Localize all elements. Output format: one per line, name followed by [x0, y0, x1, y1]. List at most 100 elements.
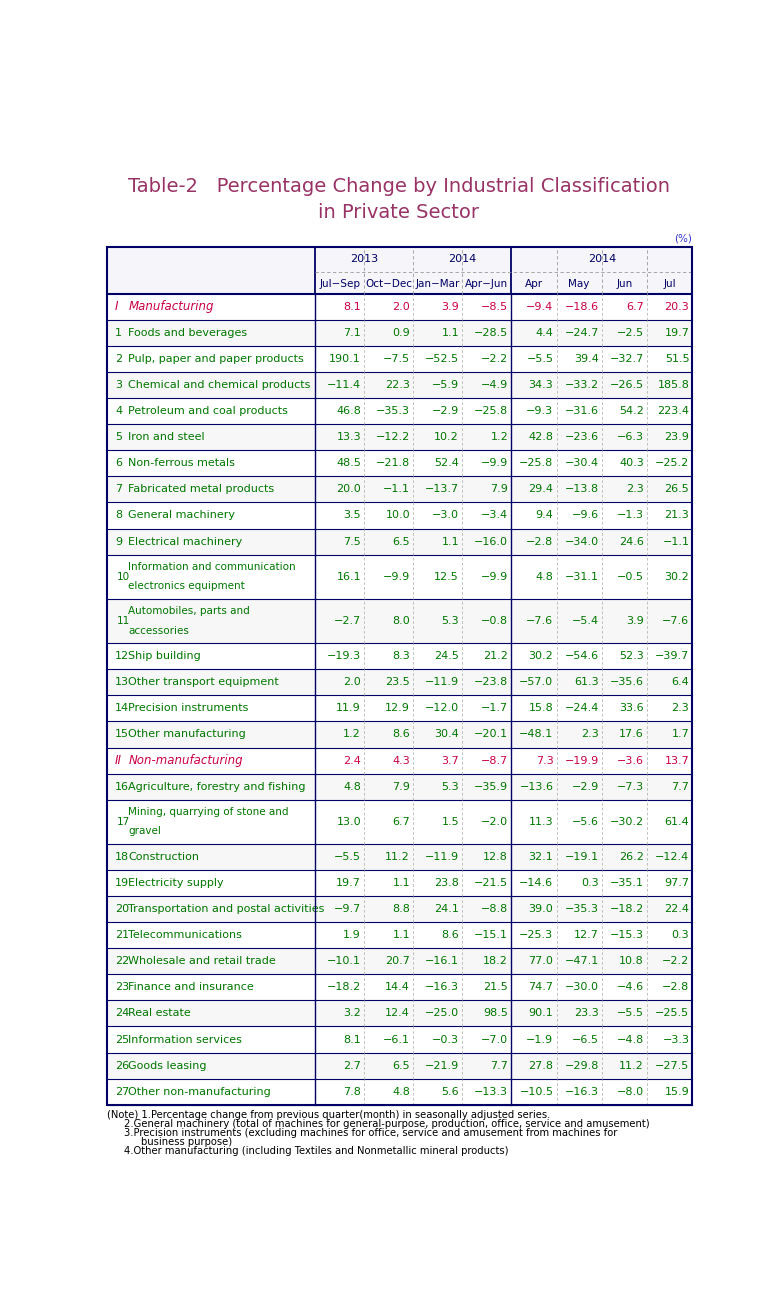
Text: 21.2: 21.2: [483, 651, 508, 661]
Text: Apr−Jun: Apr−Jun: [465, 280, 508, 289]
Bar: [107, 844, 692, 870]
Text: 2.7: 2.7: [343, 1060, 361, 1070]
Text: 7: 7: [115, 485, 122, 494]
Bar: [107, 1000, 692, 1026]
Text: 190.1: 190.1: [329, 354, 361, 365]
Text: −18.6: −18.6: [565, 302, 599, 312]
Text: 7.1: 7.1: [343, 328, 361, 339]
Text: Non-ferrous metals: Non-ferrous metals: [128, 459, 235, 468]
Text: −7.0: −7.0: [481, 1035, 508, 1044]
Text: 1.9: 1.9: [343, 931, 361, 940]
Text: 2014: 2014: [448, 254, 476, 264]
Text: 10.8: 10.8: [619, 957, 644, 966]
Text: 26: 26: [115, 1060, 129, 1070]
Bar: [107, 695, 692, 721]
Text: 13.7: 13.7: [664, 755, 689, 766]
Text: 6.4: 6.4: [671, 677, 689, 687]
Text: 11: 11: [117, 616, 130, 626]
Text: −2.2: −2.2: [662, 957, 689, 966]
Text: 17.6: 17.6: [619, 729, 644, 740]
Text: 0.3: 0.3: [581, 878, 599, 887]
Text: 39.4: 39.4: [574, 354, 599, 365]
Text: 2.3: 2.3: [626, 485, 644, 494]
Text: −30.2: −30.2: [610, 817, 644, 827]
Text: 7.5: 7.5: [343, 537, 361, 546]
Text: −19.1: −19.1: [565, 852, 599, 863]
Text: 39.0: 39.0: [529, 904, 553, 914]
Text: 4.Other manufacturing (including Textiles and Nonmetallic mineral products): 4.Other manufacturing (including Textile…: [124, 1146, 509, 1157]
Text: −29.8: −29.8: [564, 1060, 599, 1070]
Text: −18.2: −18.2: [610, 904, 644, 914]
Text: 6.5: 6.5: [392, 1060, 410, 1070]
Text: −54.6: −54.6: [565, 651, 599, 661]
Text: 22.3: 22.3: [385, 380, 410, 389]
Text: 30.4: 30.4: [434, 729, 459, 740]
Text: 12.5: 12.5: [434, 571, 459, 582]
Text: −9.9: −9.9: [481, 459, 508, 468]
Text: Oct−Dec: Oct−Dec: [365, 280, 412, 289]
Text: 27.8: 27.8: [528, 1060, 553, 1070]
Text: Jun: Jun: [616, 280, 633, 289]
Bar: [107, 399, 692, 425]
Text: −3.6: −3.6: [617, 755, 644, 766]
Text: −8.7: −8.7: [481, 755, 508, 766]
Text: 9: 9: [115, 537, 122, 546]
Text: −7.5: −7.5: [383, 354, 410, 365]
Text: 12.9: 12.9: [385, 703, 410, 714]
Text: −24.4: −24.4: [564, 703, 599, 714]
Text: −33.2: −33.2: [565, 380, 599, 389]
Text: 4.8: 4.8: [343, 782, 361, 792]
Text: −11.9: −11.9: [425, 852, 459, 863]
Text: 1.7: 1.7: [671, 729, 689, 740]
Text: 11.2: 11.2: [619, 1060, 644, 1070]
Text: −11.9: −11.9: [425, 677, 459, 687]
Bar: [107, 897, 692, 923]
Text: 23.9: 23.9: [664, 433, 689, 442]
Text: 21: 21: [115, 931, 129, 940]
Text: −28.5: −28.5: [474, 328, 508, 339]
Text: 3: 3: [115, 380, 122, 389]
Text: gravel: gravel: [128, 826, 161, 836]
Text: Jan−Mar: Jan−Mar: [415, 280, 460, 289]
Text: −9.4: −9.4: [526, 302, 553, 312]
Text: I: I: [115, 301, 118, 314]
Text: business purpose): business purpose): [142, 1137, 233, 1148]
Text: 21.5: 21.5: [483, 983, 508, 992]
Text: 19.7: 19.7: [664, 328, 689, 339]
Text: 20.3: 20.3: [664, 302, 689, 312]
Text: Chemical and chemical products: Chemical and chemical products: [128, 380, 310, 389]
Text: −2.5: −2.5: [617, 328, 644, 339]
Bar: [107, 800, 692, 844]
Bar: [107, 1026, 692, 1052]
Text: Information services: Information services: [128, 1035, 242, 1044]
Text: −48.1: −48.1: [519, 729, 553, 740]
Text: 52.3: 52.3: [619, 651, 644, 661]
Text: (%): (%): [675, 234, 692, 244]
Text: Electrical machinery: Electrical machinery: [128, 537, 243, 546]
Text: −23.8: −23.8: [474, 677, 508, 687]
Text: −15.3: −15.3: [610, 931, 644, 940]
Text: in Private Sector: in Private Sector: [318, 203, 479, 222]
Text: 6: 6: [115, 459, 122, 468]
Text: 5.6: 5.6: [441, 1086, 459, 1097]
Text: 8.3: 8.3: [392, 651, 410, 661]
Text: −9.9: −9.9: [481, 571, 508, 582]
Text: 5.3: 5.3: [441, 616, 459, 626]
Text: 6.5: 6.5: [392, 537, 410, 546]
Bar: [107, 476, 692, 502]
Text: 23.8: 23.8: [434, 878, 459, 887]
Text: −16.3: −16.3: [565, 1086, 599, 1097]
Text: 77.0: 77.0: [528, 957, 553, 966]
Text: 21.3: 21.3: [664, 511, 689, 520]
Text: 10.0: 10.0: [385, 511, 410, 520]
Text: −13.7: −13.7: [425, 485, 459, 494]
Text: Information and communication: Information and communication: [128, 562, 296, 572]
Text: −25.0: −25.0: [425, 1009, 459, 1018]
Text: Manufacturing: Manufacturing: [129, 301, 215, 314]
Text: 16.1: 16.1: [336, 571, 361, 582]
Text: 24.1: 24.1: [434, 904, 459, 914]
Bar: [107, 247, 692, 294]
Text: −39.7: −39.7: [655, 651, 689, 661]
Text: II: II: [115, 754, 122, 767]
Text: 26.2: 26.2: [619, 852, 644, 863]
